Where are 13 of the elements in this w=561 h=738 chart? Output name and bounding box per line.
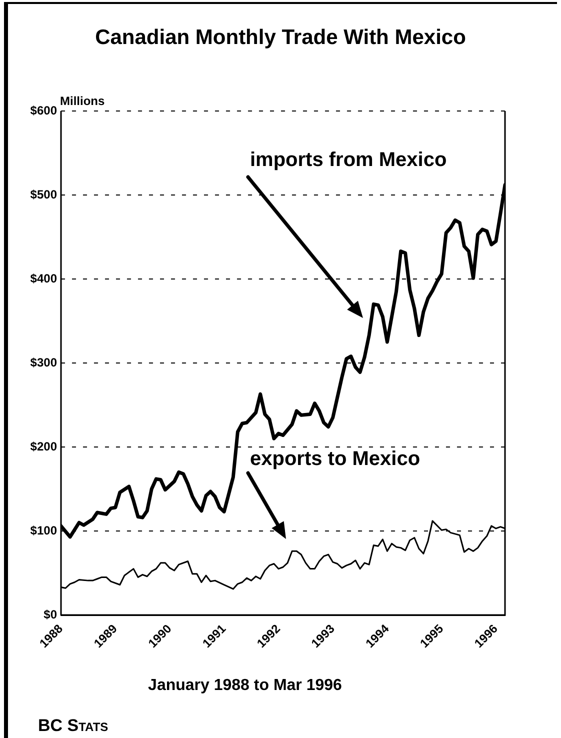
y-tick-label: $100: [30, 523, 58, 538]
annotation: exports to Mexico: [250, 448, 420, 471]
text: BC Stats: [38, 716, 108, 736]
y-tick-label: $400: [30, 271, 58, 286]
y-tick-label: $0: [44, 607, 58, 622]
x-axis-title: January 1988 to Mar 1996: [147, 677, 343, 695]
annotation: imports from Mexico: [250, 149, 447, 172]
y-tick-label: $300: [30, 355, 58, 370]
chart-title: Canadian Monthly Trade With Mexico: [94, 26, 467, 50]
y-tick-label: $500: [30, 187, 58, 202]
y-axis-title: Millions: [60, 94, 105, 108]
y-tick-label: $200: [30, 439, 58, 454]
y-tick-label: $600: [30, 103, 58, 118]
